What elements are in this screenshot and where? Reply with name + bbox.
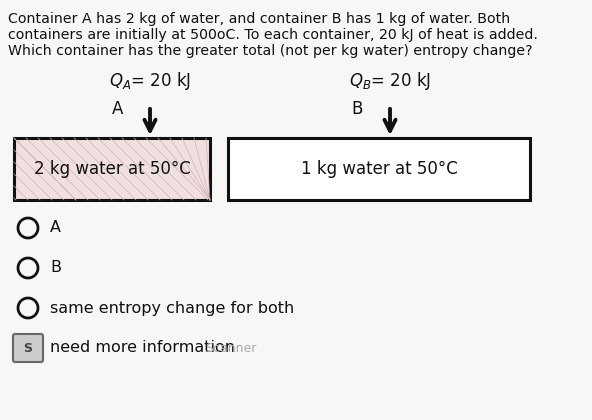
Text: same entropy change for both: same entropy change for both <box>50 300 294 315</box>
Text: B: B <box>50 260 61 276</box>
Text: $Q_A$= 20 kJ: $Q_A$= 20 kJ <box>109 70 191 92</box>
Text: $Q_B$= 20 kJ: $Q_B$= 20 kJ <box>349 70 431 92</box>
Text: Container A has 2 kg of water, and container B has 1 kg of water. Both: Container A has 2 kg of water, and conta… <box>8 12 510 26</box>
Text: A: A <box>50 220 61 236</box>
Text: containers are initially at 500oC. To each container, 20 kJ of heat is added.: containers are initially at 500oC. To ea… <box>8 28 538 42</box>
Text: 1 kg water at 50°C: 1 kg water at 50°C <box>301 160 458 178</box>
Text: B: B <box>351 100 363 118</box>
FancyBboxPatch shape <box>13 334 43 362</box>
Text: need more information: need more information <box>50 341 235 355</box>
Bar <box>228 138 530 200</box>
Text: A: A <box>112 100 124 118</box>
Bar <box>14 138 210 200</box>
Text: Which container has the greater total (not per kg water) entropy change?: Which container has the greater total (n… <box>8 44 533 58</box>
Text: Scanner: Scanner <box>205 341 256 354</box>
Text: 2 kg water at 50°C: 2 kg water at 50°C <box>34 160 191 178</box>
Text: S: S <box>24 341 33 354</box>
